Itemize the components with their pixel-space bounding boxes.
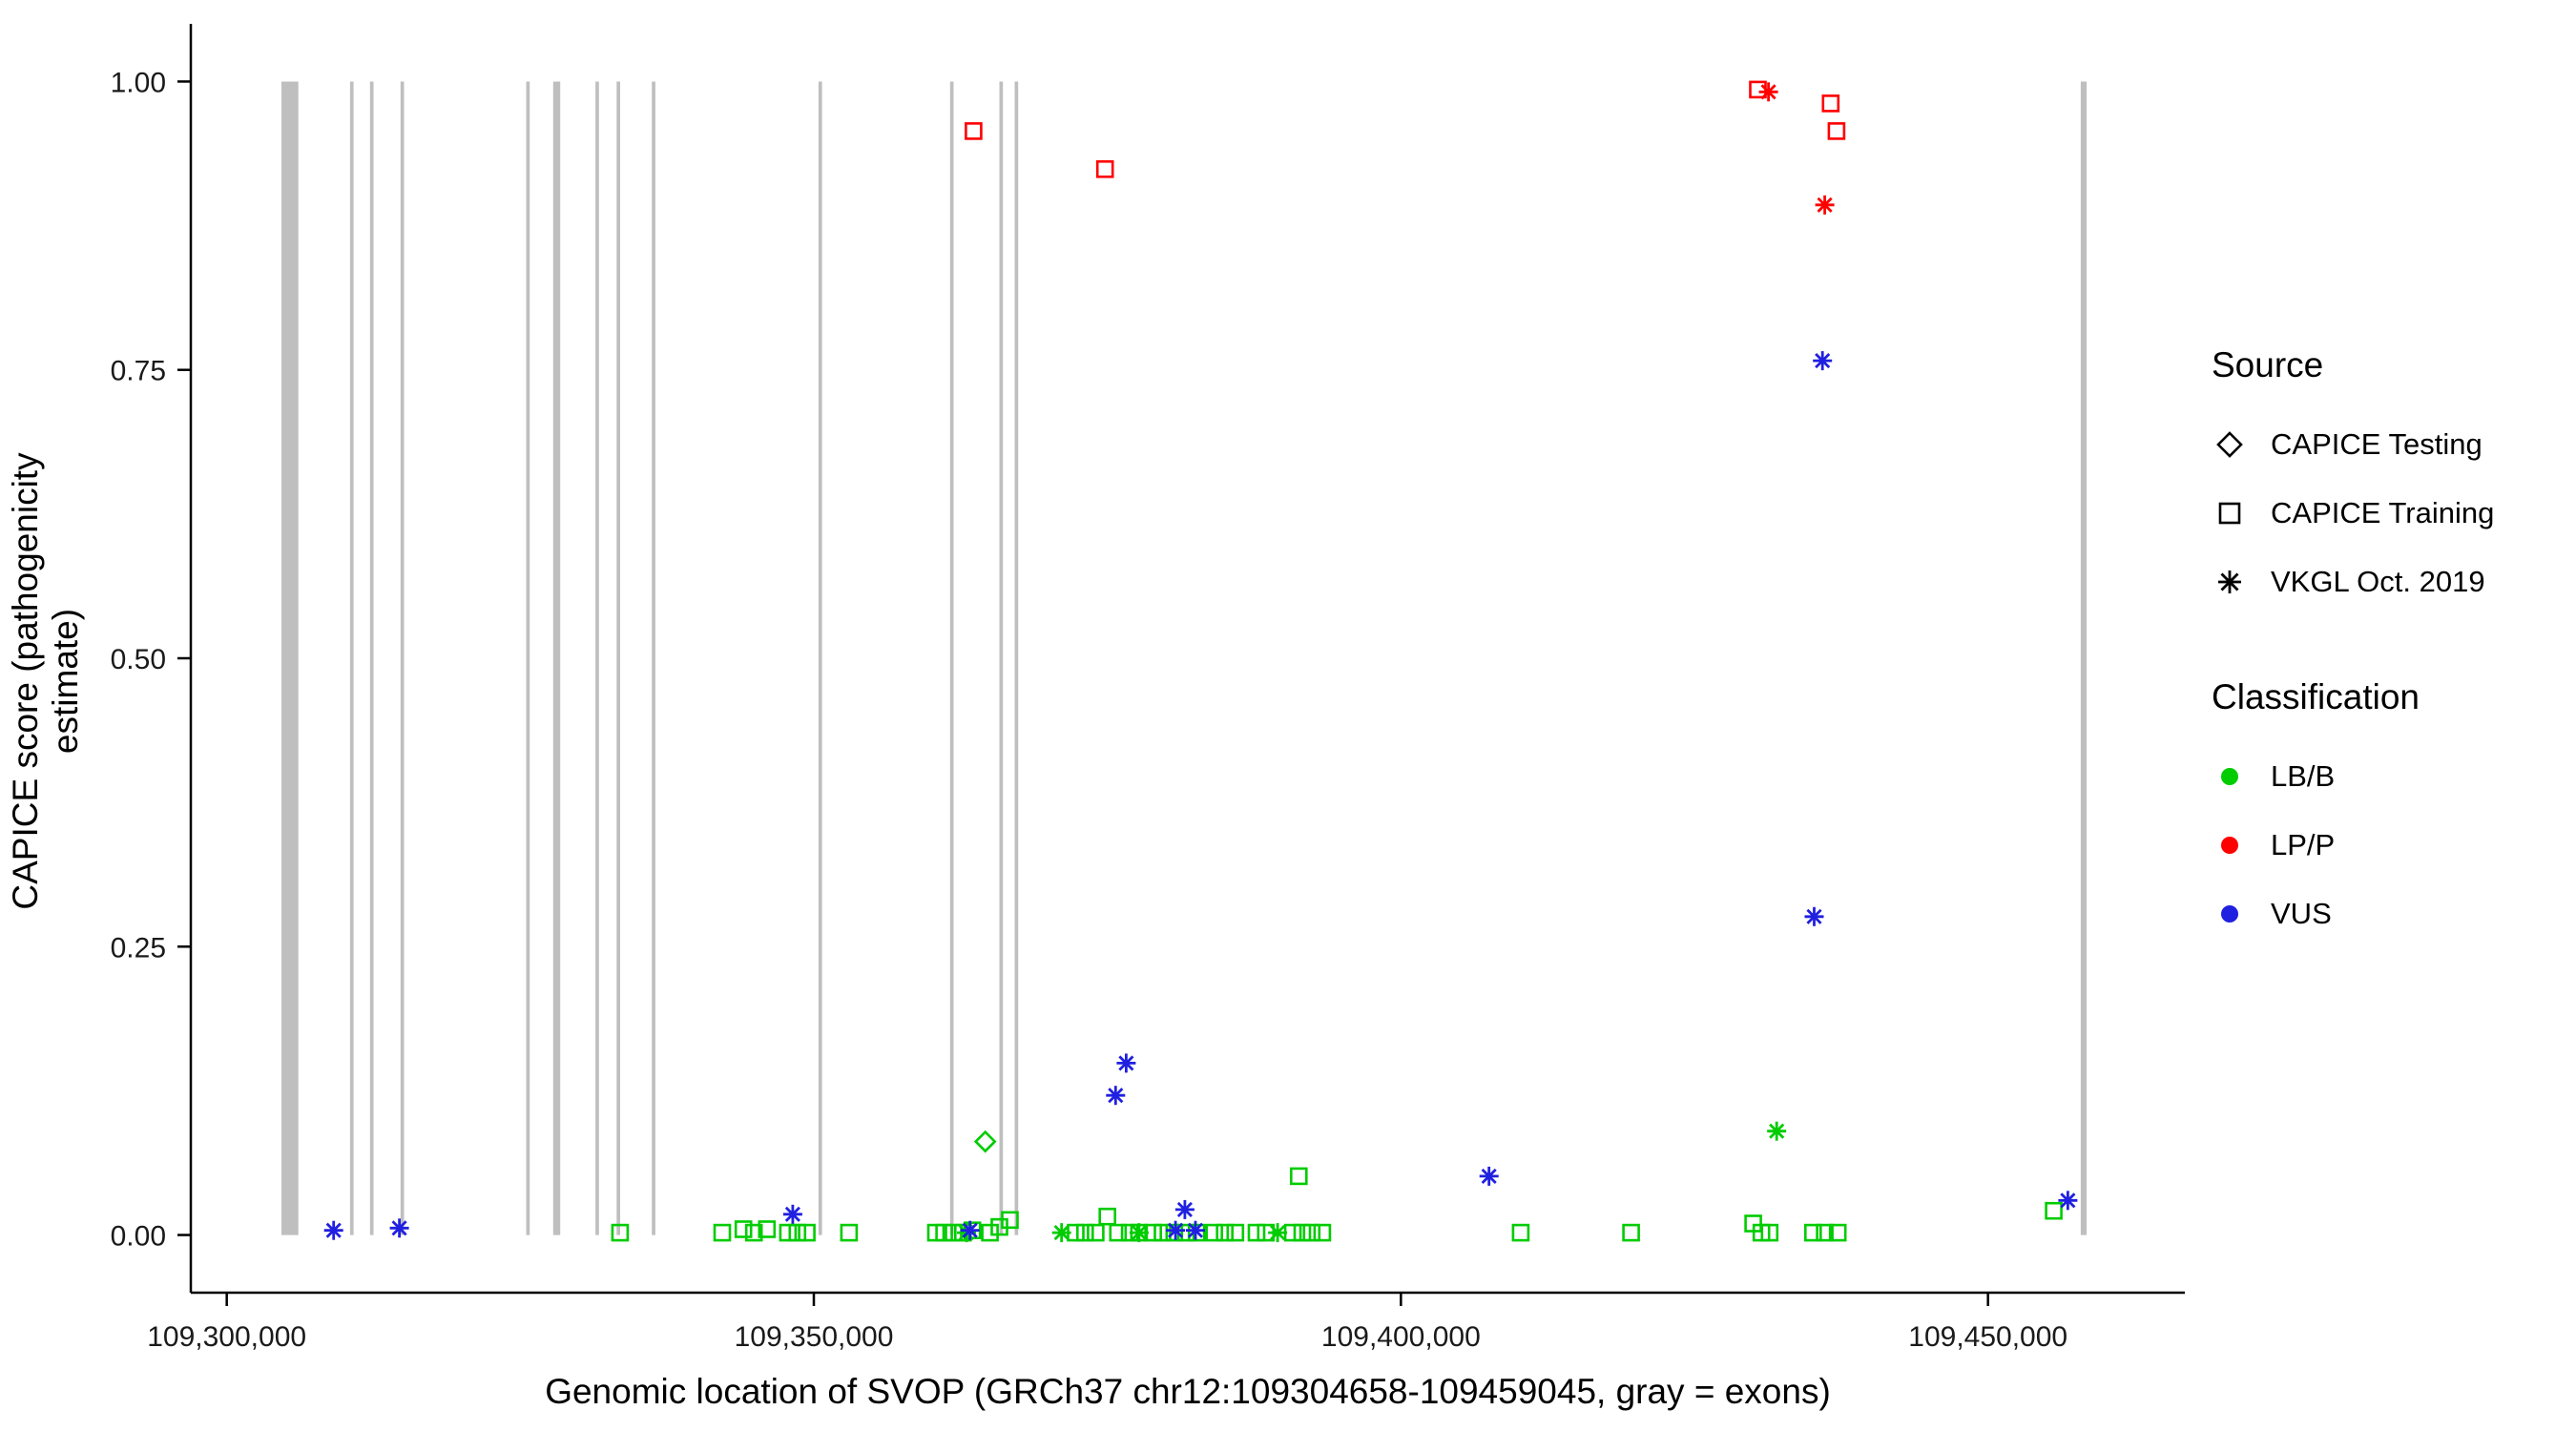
legend-item-lbb: LB/B — [2212, 742, 2494, 811]
svg-text:109,450,000: 109,450,000 — [1908, 1321, 2067, 1353]
legend-item-vus: VUS — [2212, 880, 2494, 948]
svg-text:0.50: 0.50 — [111, 644, 166, 675]
svg-text:109,300,000: 109,300,000 — [147, 1321, 306, 1353]
svg-text:0.25: 0.25 — [111, 932, 166, 964]
svg-text:0.00: 0.00 — [111, 1221, 166, 1253]
legend-group-classification: Classification LB/B LP/P VUS — [2212, 677, 2494, 948]
legend-item-lpp: LP/P — [2212, 811, 2494, 880]
legend-source-title: Source — [2212, 345, 2324, 384]
legend-group-source: Source CAPICE Testing CAPICE Training — [2212, 345, 2494, 616]
legend-item-label: VKGL Oct. 2019 — [2271, 565, 2485, 598]
legend-item-capice-training: CAPICE Training — [2212, 479, 2494, 548]
blue-dot-icon — [2221, 905, 2238, 923]
x-axis-label: Genomic location of SVOP (GRCh37 chr12:1… — [545, 1372, 1831, 1411]
legend: Source CAPICE Testing CAPICE Training — [2212, 345, 2494, 948]
diamond-icon — [2216, 431, 2243, 458]
legend-item-label: VUS — [2271, 897, 2332, 930]
legend-item-vkgl: VKGL Oct. 2019 — [2212, 548, 2494, 616]
asterisk-icon — [2218, 570, 2241, 593]
legend-item-label: LP/P — [2271, 828, 2336, 861]
svg-text:1.00: 1.00 — [111, 67, 166, 98]
legend-item-label: LB/B — [2271, 759, 2336, 793]
legend-item-capice-testing: CAPICE Testing — [2212, 410, 2494, 479]
svg-text:0.75: 0.75 — [111, 356, 166, 387]
legend-classification-title: Classification — [2212, 677, 2420, 716]
legend-item-label: CAPICE Testing — [2271, 427, 2483, 461]
legend-item-label: CAPICE Training — [2271, 496, 2495, 529]
svg-text:109,400,000: 109,400,000 — [1321, 1321, 1481, 1353]
y-axis-label: CAPICE score (pathogenicity estimate) — [6, 452, 85, 910]
square-icon — [2218, 502, 2241, 525]
green-dot-icon — [2221, 768, 2238, 785]
red-dot-icon — [2221, 837, 2238, 854]
svg-text:109,350,000: 109,350,000 — [735, 1321, 894, 1353]
